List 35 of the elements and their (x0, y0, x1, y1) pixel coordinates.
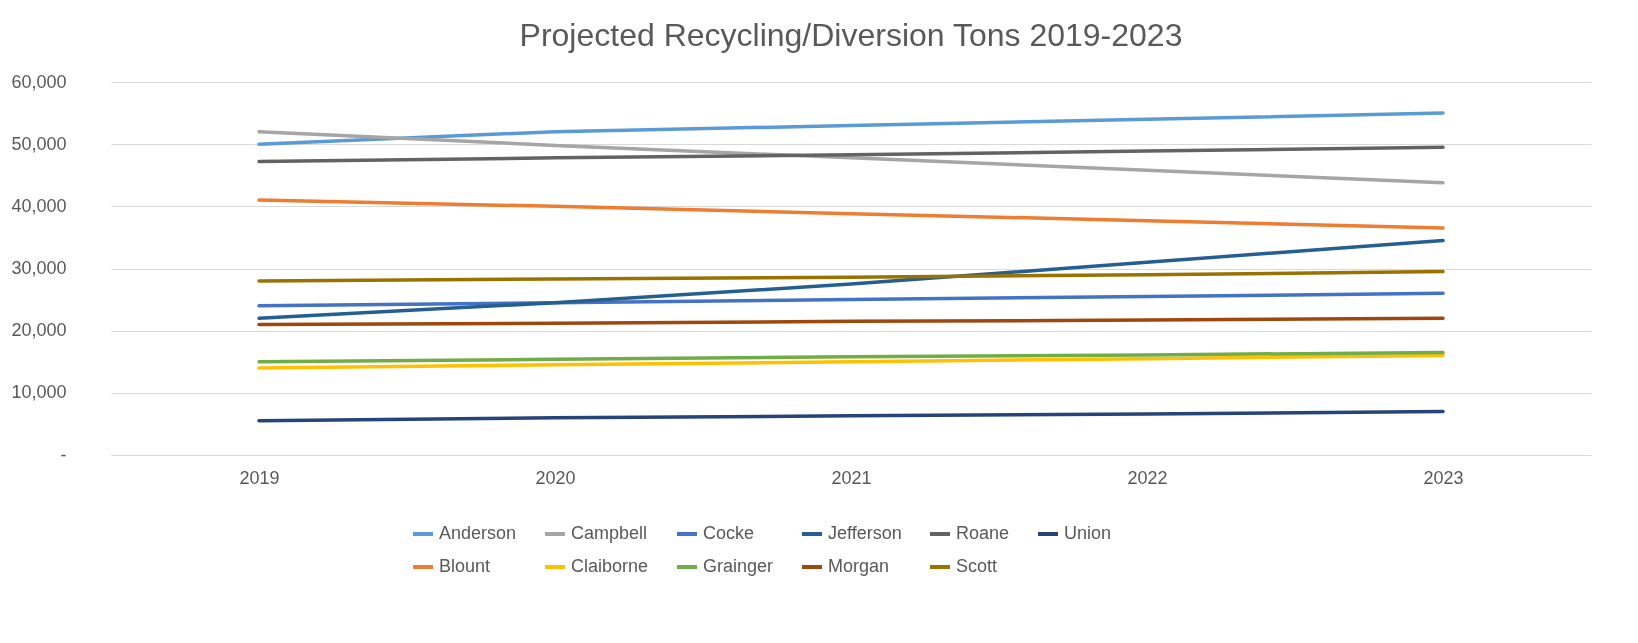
legend-label: Blount (439, 556, 491, 576)
legend-label: Jefferson (828, 523, 902, 543)
x-tick-label: 2019 (239, 467, 280, 488)
y-tick-label: 40,000 (11, 195, 67, 216)
line-series (257, 198, 1445, 230)
y-tick-label: 60,000 (11, 71, 67, 92)
legend-label: Morgan (828, 556, 890, 576)
legend-label: Cocke (703, 523, 755, 543)
legend-label: Union (1064, 523, 1112, 543)
line-series (257, 145, 1445, 164)
line-series (257, 129, 1445, 185)
legend-label: Roane (956, 523, 1010, 543)
legend-label: Campbell (571, 523, 648, 543)
line-series (257, 409, 1445, 423)
chart-title: Projected Recycling/Diversion Tons 2019-2023 (519, 17, 1183, 53)
x-tick-label: 2020 (535, 467, 576, 488)
line-series (257, 291, 1445, 308)
line-series (257, 269, 1445, 283)
y-tick-label: 20,000 (11, 320, 67, 341)
line-series (257, 353, 1445, 370)
legend-label: Grainger (703, 556, 774, 576)
y-tick-label: - (60, 444, 67, 465)
y-tick-label: 50,000 (11, 133, 67, 154)
x-tick-label: 2022 (1127, 467, 1168, 488)
legend-label: Anderson (439, 523, 517, 543)
x-tick-label: 2023 (1423, 467, 1464, 488)
legend-label: Claiborne (571, 556, 649, 576)
line-series (257, 350, 1445, 364)
line-series (257, 238, 1445, 320)
line-series (257, 111, 1445, 146)
line-series (257, 316, 1445, 327)
legend-label: Scott (956, 556, 998, 576)
x-tick-label: 2021 (831, 467, 872, 488)
y-tick-label: 10,000 (11, 382, 67, 403)
y-tick-label: 30,000 (11, 258, 67, 278)
